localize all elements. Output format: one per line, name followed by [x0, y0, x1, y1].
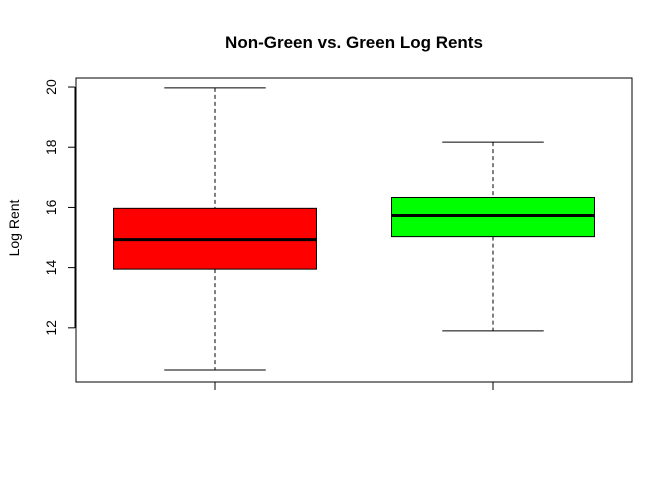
y-tick-label: 20	[43, 79, 59, 95]
y-tick-label: 16	[43, 199, 59, 215]
y-axis: 12 14 16 18 20	[43, 79, 76, 336]
y-tick-label: 12	[43, 320, 59, 336]
boxes	[113, 87, 595, 390]
chart-title: Non-Green vs. Green Log Rents	[225, 33, 483, 52]
plot-frame	[75, 77, 633, 383]
y-tick-label: 14	[43, 260, 59, 276]
y-axis-label: Log Rent	[6, 199, 22, 256]
y-tick-label: 18	[43, 139, 59, 155]
box-2-iqr	[391, 196, 595, 238]
